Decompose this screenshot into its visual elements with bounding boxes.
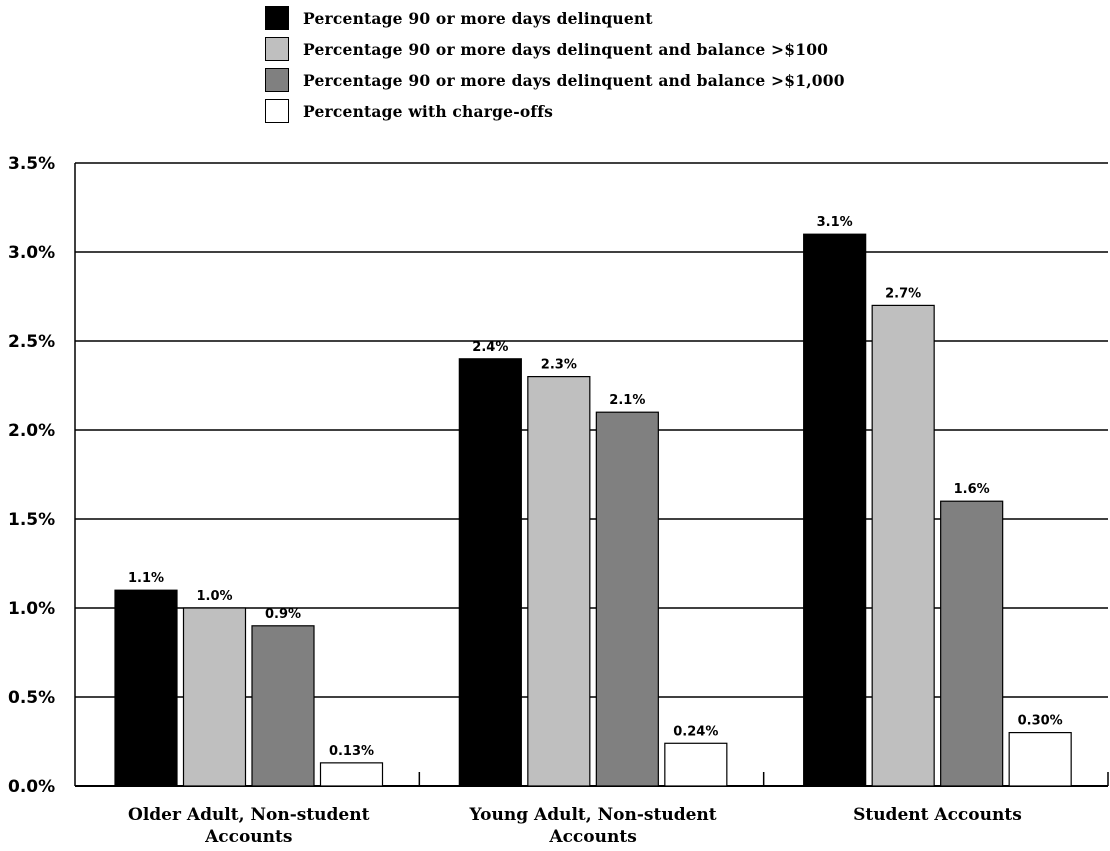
data-label: 0.24% bbox=[673, 724, 718, 739]
y-tick-label: 0.5% bbox=[8, 688, 55, 708]
bar bbox=[803, 233, 867, 787]
y-tick-label: 1.0% bbox=[8, 599, 55, 619]
data-label: 1.6% bbox=[954, 482, 990, 497]
bar bbox=[319, 762, 384, 787]
chart-legend: Percentage 90 or more days delinquent Pe… bbox=[265, 5, 845, 129]
bar bbox=[1008, 731, 1072, 787]
data-label: 2.7% bbox=[885, 286, 921, 301]
y-tick-label: 2.0% bbox=[8, 421, 55, 441]
y-tick-label: 0.0% bbox=[8, 777, 55, 797]
bar bbox=[458, 358, 522, 787]
legend-item-charge-offs: Percentage with charge-offs bbox=[265, 98, 845, 124]
bar bbox=[182, 607, 247, 787]
x-category-label-line: Accounts bbox=[548, 827, 636, 847]
legend-label-delinquent-100: Percentage 90 or more days delinquent an… bbox=[303, 39, 829, 59]
legend-item-delinquent-1000: Percentage 90 or more days delinquent an… bbox=[265, 67, 845, 93]
data-label: 0.30% bbox=[1018, 714, 1063, 729]
legend-label-charge-offs: Percentage with charge-offs bbox=[303, 101, 554, 121]
bar bbox=[871, 304, 935, 787]
bar bbox=[595, 411, 659, 787]
data-label: 0.9% bbox=[265, 607, 301, 622]
bar bbox=[527, 376, 591, 787]
bar bbox=[114, 589, 178, 787]
data-label: 2.3% bbox=[541, 358, 577, 373]
legend-label-delinquent-1000: Percentage 90 or more days delinquent an… bbox=[303, 70, 845, 90]
legend-label-delinquent-90: Percentage 90 or more days delinquent bbox=[303, 8, 653, 28]
data-label: 3.1% bbox=[817, 215, 853, 230]
data-label: 1.1% bbox=[128, 571, 164, 586]
x-category-label: Young Adult, Non-student Accounts bbox=[469, 805, 717, 847]
x-category-label: Student Accounts bbox=[853, 805, 1022, 825]
y-tick-label: 2.5% bbox=[8, 332, 55, 352]
data-label: 2.1% bbox=[609, 393, 645, 408]
y-tick-label: 3.5% bbox=[8, 154, 55, 174]
x-category-label-line: Accounts bbox=[204, 827, 292, 847]
legend-item-delinquent-100: Percentage 90 or more days delinquent an… bbox=[265, 36, 845, 62]
legend-swatch-delinquent-90 bbox=[265, 6, 289, 30]
legend-swatch-charge-offs bbox=[265, 99, 289, 123]
x-category-label-line: Student Accounts bbox=[853, 805, 1022, 825]
data-label: 1.0% bbox=[196, 589, 232, 604]
data-label: 0.13% bbox=[329, 744, 374, 759]
y-tick-label: 1.5% bbox=[8, 510, 55, 530]
x-category-label-line: Older Adult, Non-student bbox=[128, 805, 370, 825]
legend-swatch-delinquent-1000 bbox=[265, 68, 289, 92]
y-tick-label: 3.0% bbox=[8, 243, 55, 263]
bar bbox=[251, 625, 315, 787]
x-category-label: Older Adult, Non-student Accounts bbox=[128, 805, 370, 847]
bar bbox=[940, 500, 1004, 787]
data-label: 2.4% bbox=[472, 340, 508, 355]
legend-item-delinquent-90: Percentage 90 or more days delinquent bbox=[265, 5, 845, 31]
legend-swatch-delinquent-100 bbox=[265, 37, 289, 61]
x-category-label-line: Young Adult, Non-student bbox=[469, 805, 717, 825]
bar bbox=[664, 742, 728, 787]
